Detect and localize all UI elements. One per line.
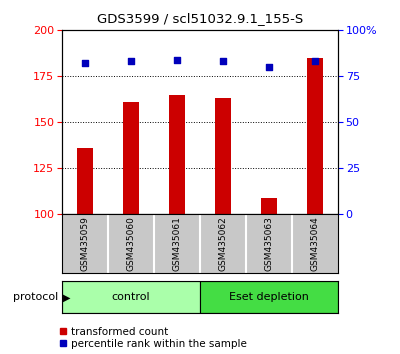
- Text: protocol: protocol: [13, 292, 58, 302]
- Bar: [62, 281, 200, 313]
- Text: GSM435059: GSM435059: [80, 216, 90, 271]
- Bar: [123, 102, 139, 214]
- Bar: [307, 58, 323, 214]
- Point: [82, 61, 88, 66]
- Bar: [215, 98, 231, 214]
- Point: [128, 58, 134, 64]
- Point: [312, 58, 318, 64]
- Bar: [77, 148, 93, 214]
- Point: [220, 58, 226, 64]
- Point: [174, 57, 180, 62]
- Point: [266, 64, 272, 70]
- Legend: transformed count, percentile rank within the sample: transformed count, percentile rank withi…: [59, 327, 246, 349]
- Bar: [169, 95, 185, 214]
- Text: Eset depletion: Eset depletion: [229, 292, 309, 302]
- Bar: [261, 198, 277, 214]
- Text: control: control: [112, 292, 150, 302]
- Text: GSM435064: GSM435064: [310, 216, 320, 271]
- Text: GDS3599 / scl51032.9.1_155-S: GDS3599 / scl51032.9.1_155-S: [97, 12, 303, 25]
- Bar: [200, 281, 338, 313]
- Text: GSM435062: GSM435062: [218, 216, 228, 271]
- Text: GSM435061: GSM435061: [172, 216, 182, 271]
- Text: GSM435060: GSM435060: [126, 216, 136, 271]
- Text: ▶: ▶: [63, 292, 70, 302]
- Text: GSM435063: GSM435063: [264, 216, 274, 271]
